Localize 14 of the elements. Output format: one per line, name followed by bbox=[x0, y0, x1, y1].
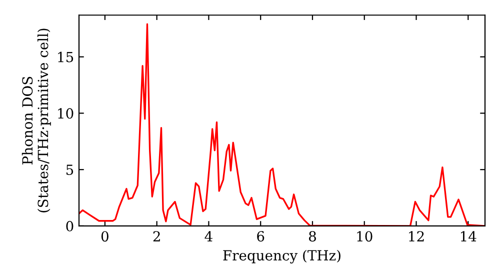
x-tick-label: 12 bbox=[409, 231, 424, 242]
x-tick-label: 10 bbox=[357, 231, 372, 242]
y-tick-label: 10 bbox=[58, 108, 74, 119]
x-tick-label: 14 bbox=[460, 231, 476, 242]
x-tick-label: 2 bbox=[153, 231, 160, 242]
x-tick-label: 0 bbox=[101, 231, 108, 242]
y-axis-title: Phonon DOS (States/THz·primitive cell) bbox=[22, 28, 51, 212]
x-tick-label: 6 bbox=[257, 231, 264, 242]
y-tick-label: 15 bbox=[58, 52, 74, 62]
x-tick-label: 8 bbox=[308, 231, 316, 242]
x-tick-label: 4 bbox=[204, 231, 212, 242]
x-axis-title: Frequency (THz) bbox=[223, 250, 340, 264]
y-tick-label: 5 bbox=[66, 164, 74, 176]
y-tick-label: 0 bbox=[66, 220, 74, 232]
